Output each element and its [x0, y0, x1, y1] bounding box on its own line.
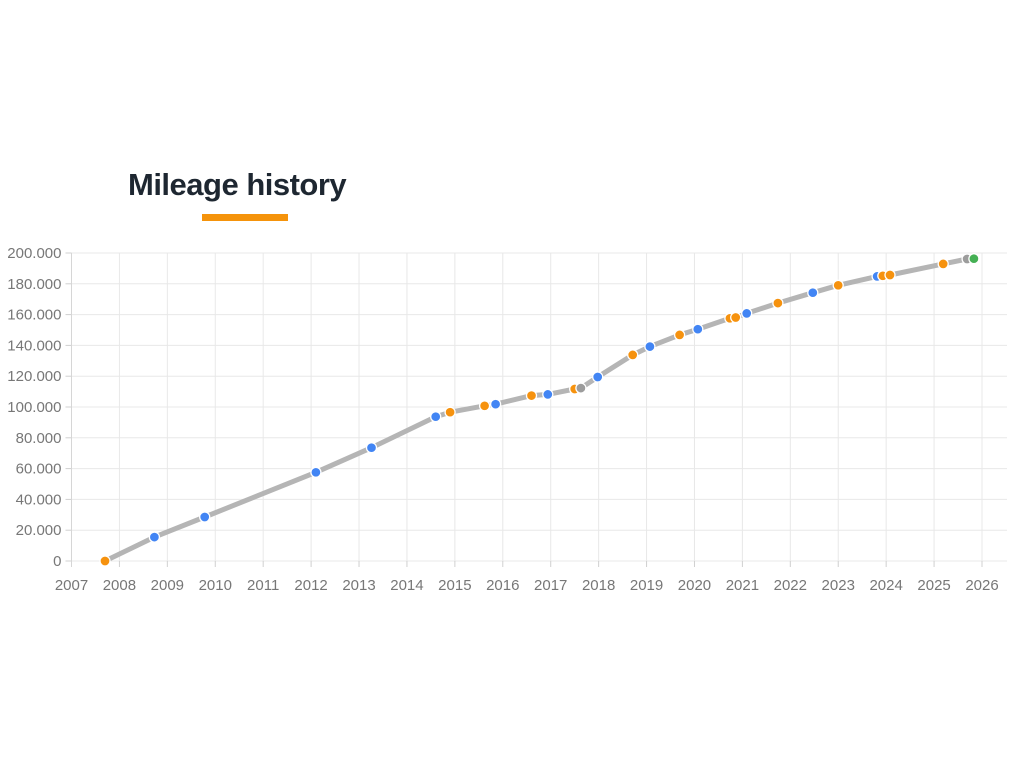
y-axis-label: 20.000	[16, 522, 62, 539]
x-axis-label: 2007	[55, 577, 88, 594]
x-axis-label: 2008	[103, 577, 136, 594]
data-point-orange[interactable]	[673, 329, 686, 341]
data-point-blue[interactable]	[199, 511, 211, 523]
y-axis-label: 80.000	[16, 430, 62, 447]
data-point-blue[interactable]	[148, 531, 161, 543]
data-point-blue[interactable]	[692, 323, 704, 335]
x-axis-label: 2017	[534, 577, 567, 594]
data-point-blue[interactable]	[644, 340, 656, 353]
x-axis-label: 2020	[678, 577, 711, 594]
x-axis-label: 2019	[630, 577, 663, 594]
y-axis-label: 60.000	[16, 461, 62, 478]
data-point-orange[interactable]	[730, 311, 742, 324]
mileage-chart: 0 20.000 40.000 60.000 80.000 100.000 120.000 1…	[0, 240, 1024, 600]
data-point-orange[interactable]	[444, 406, 456, 418]
data-point-blue[interactable]	[430, 411, 442, 423]
x-axis-label: 2010	[199, 577, 232, 594]
x-axis-label: 2011	[247, 577, 279, 594]
mileage-chart-canvas[interactable]: 0 20.000 40.000 60.000 80.000 100.000 120.000 1…	[0, 240, 1024, 600]
mileage-trend-line	[102, 256, 977, 564]
x-axis-label: 2026	[965, 577, 998, 594]
y-axis-label: 100.000	[7, 399, 61, 416]
y-axis-label: 120.000	[7, 368, 61, 385]
x-axis-label: 2009	[151, 577, 184, 594]
x-axis-label: 2013	[342, 577, 375, 594]
data-point-green[interactable]	[968, 253, 980, 265]
y-axis-label: 140.000	[7, 337, 61, 354]
data-point-blue[interactable]	[365, 442, 378, 454]
x-axis-label: 2022	[774, 577, 807, 594]
data-point-blue[interactable]	[592, 371, 604, 383]
data-point-blue[interactable]	[310, 466, 322, 478]
x-axis-label: 2025	[917, 577, 950, 594]
data-point-orange[interactable]	[99, 555, 111, 567]
y-axis-label: 40.000	[16, 491, 62, 508]
data-point-gray[interactable]	[575, 382, 587, 394]
data-point-blue[interactable]	[807, 287, 819, 299]
x-axis-label: 2014	[390, 577, 423, 594]
data-point-blue[interactable]	[542, 388, 554, 401]
y-axis-label: 0	[53, 553, 61, 570]
data-point-orange[interactable]	[884, 269, 896, 281]
data-point-orange[interactable]	[772, 297, 784, 309]
y-axis-label: 160.000	[7, 307, 61, 324]
x-axis-label: 2024	[869, 577, 902, 594]
data-point-blue[interactable]	[741, 307, 753, 320]
title-underline	[202, 214, 288, 221]
x-axis-label: 2021	[726, 577, 759, 594]
data-point-blue[interactable]	[489, 398, 502, 410]
data-point-orange[interactable]	[627, 349, 639, 361]
chart-title: Mileage history	[128, 167, 347, 202]
data-point-orange[interactable]	[478, 400, 491, 412]
x-axis-label: 2018	[582, 577, 615, 594]
data-point-orange[interactable]	[832, 279, 844, 291]
x-axis-label: 2012	[294, 577, 327, 594]
x-axis-label: 2015	[438, 577, 471, 594]
y-axis-label: 180.000	[7, 276, 61, 293]
data-point-orange[interactable]	[937, 258, 949, 270]
y-axis-label: 200.000	[7, 245, 61, 262]
data-point-orange[interactable]	[525, 389, 538, 402]
x-axis-label: 2016	[486, 577, 519, 594]
x-axis-label: 2023	[822, 577, 855, 594]
